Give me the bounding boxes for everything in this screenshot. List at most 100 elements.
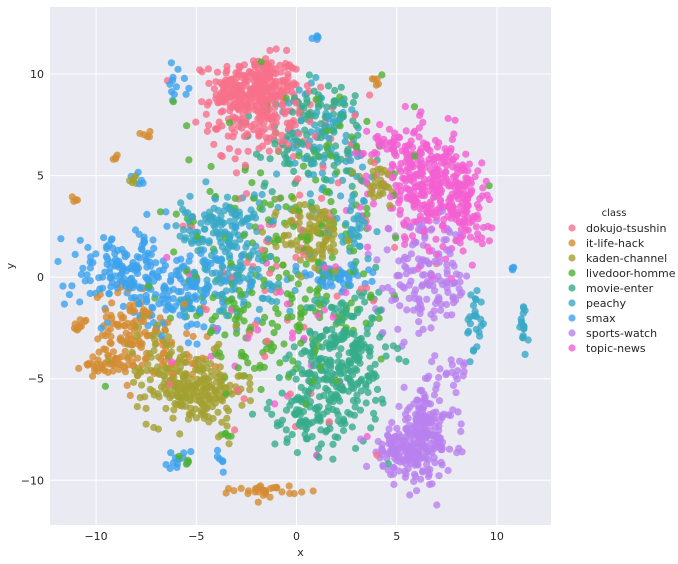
data-point-topic-news [420, 228, 429, 236]
data-point-smax [181, 313, 189, 321]
data-point-movie-enter [288, 397, 296, 405]
data-point-peachy [520, 324, 528, 332]
data-point-livedoor-homme [303, 233, 311, 241]
data-point-livedoor-homme [297, 314, 305, 322]
data-point-movie-enter [363, 330, 371, 338]
data-point-movie-enter [265, 398, 273, 406]
data-point-it-life-hack [254, 498, 262, 506]
data-point-sports-watch [427, 417, 435, 426]
data-point-movie-enter [307, 348, 315, 356]
data-point-kaden-channel [224, 407, 233, 415]
data-point-sports-watch [395, 467, 403, 475]
data-point-livedoor-homme [101, 382, 109, 390]
data-point-movie-enter [322, 374, 330, 383]
data-point-smax [136, 254, 144, 262]
data-point-peachy [268, 297, 276, 305]
data-point-peachy [231, 278, 239, 287]
data-point-movie-enter [362, 383, 370, 391]
data-point-sports-watch [453, 449, 461, 457]
data-point-movie-enter [320, 391, 328, 400]
data-point-it-life-hack [81, 317, 89, 326]
data-point-it-life-hack [290, 490, 298, 498]
data-point-smax [54, 257, 62, 266]
data-point-movie-enter [330, 161, 338, 170]
data-point-kaden-channel [162, 404, 170, 413]
data-point-kaden-channel [246, 380, 254, 388]
data-point-dokujo-tsushin [370, 159, 379, 167]
data-point-peachy [202, 178, 210, 186]
data-point-smax [155, 300, 163, 308]
data-point-movie-enter [283, 438, 291, 446]
data-point-sports-watch [448, 259, 457, 267]
data-point-dokujo-tsushin [212, 78, 220, 86]
data-point-smax [76, 298, 84, 306]
data-point-topic-news [438, 202, 446, 210]
data-point-smax [335, 276, 343, 284]
data-point-smax [65, 291, 73, 299]
data-point-topic-news [442, 168, 450, 176]
data-point-it-life-hack [94, 335, 102, 343]
data-point-dokujo-tsushin [317, 83, 325, 91]
data-point-smax [246, 282, 254, 290]
data-point-dokujo-tsushin [204, 65, 212, 73]
x-tick-label: 5 [393, 530, 400, 543]
data-point-sports-watch [427, 269, 435, 278]
data-point-movie-enter [348, 182, 356, 190]
data-point-movie-enter [339, 111, 347, 119]
data-point-kaden-channel [190, 391, 198, 399]
data-point-it-life-hack [123, 337, 131, 346]
data-point-peachy [464, 329, 472, 337]
data-point-dokujo-tsushin [219, 107, 227, 115]
data-point-movie-enter [335, 351, 343, 359]
data-point-dokujo-tsushin [261, 352, 269, 361]
data-point-smax [326, 278, 334, 286]
data-point-peachy [225, 251, 234, 259]
data-point-dokujo-tsushin [258, 95, 266, 103]
data-point-movie-enter [285, 351, 293, 359]
data-point-topic-news [417, 163, 425, 171]
data-point-sports-watch [432, 299, 440, 308]
data-point-peachy [194, 239, 203, 247]
data-point-kaden-channel [368, 189, 376, 197]
data-point-movie-enter [311, 405, 319, 413]
data-point-topic-news [448, 135, 456, 143]
data-point-peachy [179, 205, 187, 213]
data-point-topic-news [362, 172, 370, 180]
data-point-sports-watch [442, 236, 450, 244]
data-point-dokujo-tsushin [263, 337, 271, 345]
data-point-sports-watch [425, 260, 433, 268]
data-point-movie-enter [372, 396, 380, 404]
data-point-livedoor-homme [294, 280, 302, 288]
data-point-topic-news [276, 288, 285, 296]
x-tick-label: 10 [490, 530, 504, 543]
data-point-movie-enter [297, 366, 306, 374]
data-point-smax [87, 253, 95, 261]
data-point-it-life-hack [90, 363, 98, 371]
data-point-smax [135, 230, 143, 238]
data-point-kaden-channel [344, 237, 352, 245]
data-point-kaden-channel [296, 213, 304, 221]
data-point-topic-news [390, 137, 398, 145]
data-point-sports-watch [452, 389, 460, 397]
data-point-movie-enter [315, 453, 323, 461]
data-point-livedoor-homme [248, 289, 256, 297]
data-point-peachy [214, 230, 222, 238]
data-point-sports-watch [400, 383, 408, 391]
data-point-livedoor-homme [283, 290, 291, 298]
data-point-topic-news [412, 183, 420, 191]
data-point-topic-news [358, 150, 366, 158]
data-point-kaden-channel [376, 189, 384, 197]
data-point-dokujo-tsushin [311, 132, 319, 140]
data-point-it-life-hack [104, 368, 112, 376]
data-point-smax [187, 277, 195, 285]
data-point-kaden-channel [180, 351, 188, 359]
data-point-movie-enter [363, 324, 371, 332]
data-point-topic-news [409, 143, 417, 152]
data-point-dokujo-tsushin [286, 390, 294, 398]
data-point-sports-watch [455, 285, 463, 293]
data-point-dokujo-tsushin [218, 152, 226, 160]
data-point-kaden-channel [177, 400, 185, 408]
data-point-topic-news [395, 199, 403, 207]
data-point-it-life-hack [113, 320, 121, 329]
data-point-livedoor-homme [314, 258, 322, 266]
